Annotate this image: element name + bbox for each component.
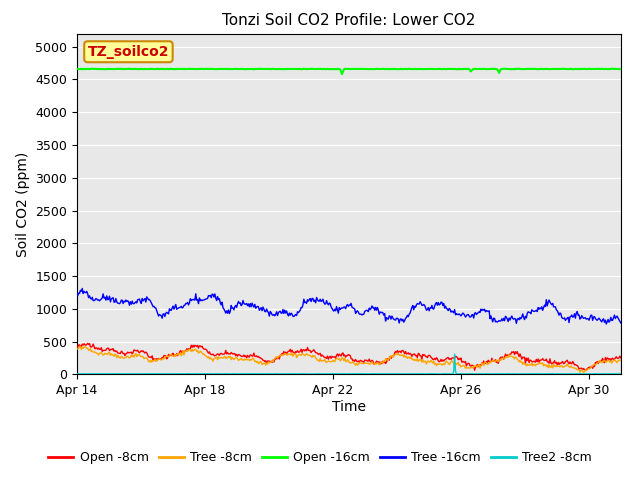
- Legend: Open -8cm, Tree -8cm, Open -16cm, Tree -16cm, Tree2 -8cm: Open -8cm, Tree -8cm, Open -16cm, Tree -…: [44, 446, 596, 469]
- X-axis label: Time: Time: [332, 400, 366, 414]
- Text: TZ_soilco2: TZ_soilco2: [88, 45, 169, 59]
- Y-axis label: Soil CO2 (ppm): Soil CO2 (ppm): [15, 151, 29, 257]
- Title: Tonzi Soil CO2 Profile: Lower CO2: Tonzi Soil CO2 Profile: Lower CO2: [222, 13, 476, 28]
